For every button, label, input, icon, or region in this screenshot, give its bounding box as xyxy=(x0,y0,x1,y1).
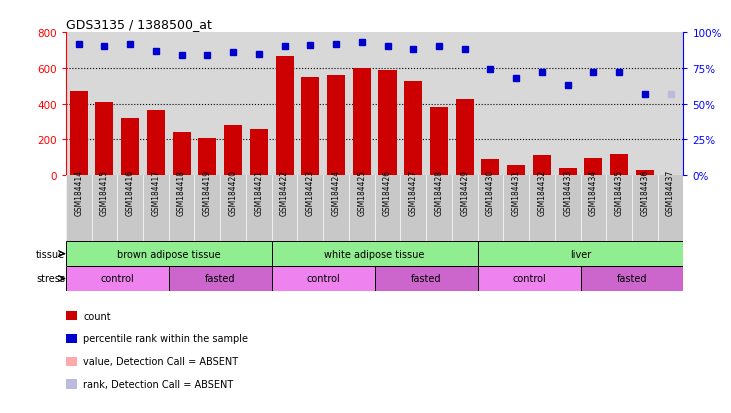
Text: liver: liver xyxy=(570,249,591,259)
Bar xyxy=(507,166,525,176)
Text: tissue: tissue xyxy=(36,249,65,259)
Bar xyxy=(301,78,319,176)
Text: GDS3135 / 1388500_at: GDS3135 / 1388500_at xyxy=(66,17,212,31)
Bar xyxy=(610,155,628,176)
Bar xyxy=(272,266,374,291)
Bar xyxy=(430,108,448,176)
Bar xyxy=(66,242,272,266)
Text: white adipose tissue: white adipose tissue xyxy=(325,249,425,259)
Bar xyxy=(224,126,242,176)
Bar xyxy=(533,156,551,176)
Text: stress: stress xyxy=(37,274,65,284)
Bar xyxy=(558,169,577,176)
Text: rank, Detection Call = ABSENT: rank, Detection Call = ABSENT xyxy=(83,379,234,389)
Bar xyxy=(250,129,268,176)
Bar xyxy=(379,71,396,176)
Bar xyxy=(477,242,683,266)
Bar xyxy=(327,76,345,176)
Bar xyxy=(353,69,371,176)
Bar xyxy=(584,159,602,176)
Text: percentile rank within the sample: percentile rank within the sample xyxy=(83,334,249,344)
Text: brown adipose tissue: brown adipose tissue xyxy=(117,249,221,259)
Bar xyxy=(173,133,191,176)
Text: control: control xyxy=(100,274,135,284)
Bar xyxy=(477,266,580,291)
Text: control: control xyxy=(512,274,546,284)
Bar xyxy=(374,266,477,291)
Bar xyxy=(580,266,683,291)
Bar xyxy=(147,111,165,176)
Text: control: control xyxy=(306,274,340,284)
Text: value, Detection Call = ABSENT: value, Detection Call = ABSENT xyxy=(83,356,238,366)
Bar xyxy=(69,92,88,176)
Bar xyxy=(66,266,169,291)
Text: fasted: fasted xyxy=(411,274,442,284)
Text: fasted: fasted xyxy=(617,274,647,284)
Bar xyxy=(276,57,294,176)
Bar xyxy=(455,100,474,176)
Bar xyxy=(95,102,113,176)
Bar xyxy=(169,266,272,291)
Bar xyxy=(198,139,216,176)
Bar xyxy=(121,119,139,176)
Bar xyxy=(636,171,654,176)
Bar xyxy=(272,242,477,266)
Bar xyxy=(482,159,499,176)
Text: fasted: fasted xyxy=(205,274,235,284)
Bar xyxy=(404,82,423,176)
Text: count: count xyxy=(83,311,111,321)
